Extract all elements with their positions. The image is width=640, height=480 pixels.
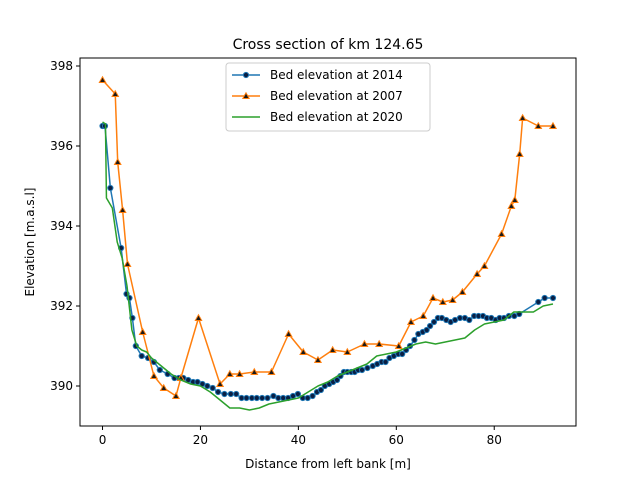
data-point <box>149 371 158 380</box>
legend-marker <box>242 71 250 79</box>
y-axis: 390 392 394 396 398 <box>50 59 80 393</box>
data-point <box>375 339 384 348</box>
legend-marker <box>241 91 251 100</box>
data-point <box>515 149 524 158</box>
x-axis-label: Distance from left bank [m] <box>245 457 411 471</box>
data-point <box>430 318 438 326</box>
data-point <box>399 350 406 358</box>
data-point <box>309 392 316 400</box>
legend: Bed elevation at 2014 Bed elevation at 20… <box>225 62 431 132</box>
chart-title: Cross section of km 124.65 <box>233 37 424 53</box>
y-tick-label: 390 <box>50 379 73 393</box>
data-point <box>221 390 228 398</box>
data-point <box>411 336 418 344</box>
data-point <box>358 366 366 374</box>
data-point <box>497 229 506 238</box>
data-point <box>428 293 438 302</box>
data-point <box>328 345 337 354</box>
data-point <box>423 326 430 334</box>
data-point <box>253 394 260 402</box>
data-point <box>214 388 222 396</box>
data-point <box>313 355 323 364</box>
x-tick-label: 60 <box>389 433 404 447</box>
data-point <box>549 294 557 302</box>
data-point <box>194 313 203 322</box>
data-point <box>466 316 473 324</box>
data-point <box>480 261 489 270</box>
x-axis: 0 20 40 60 80 <box>99 426 502 447</box>
data-point <box>382 358 389 366</box>
data-point <box>360 339 369 348</box>
data-point <box>159 383 168 392</box>
series-line <box>102 121 554 411</box>
data-point <box>419 311 428 320</box>
y-tick-label: 392 <box>50 299 73 313</box>
x-tick-label: 0 <box>99 433 107 447</box>
data-point <box>113 157 122 166</box>
data-point <box>510 195 519 204</box>
series-layer <box>98 75 558 411</box>
x-tick-label: 80 <box>487 433 502 447</box>
data-point <box>264 394 271 402</box>
data-point <box>171 391 181 400</box>
data-point <box>225 369 234 378</box>
data-point <box>535 298 542 306</box>
data-point <box>243 394 250 402</box>
data-point <box>294 390 301 398</box>
data-point <box>138 327 147 336</box>
data-point <box>438 297 447 306</box>
data-point <box>267 367 276 376</box>
data-point <box>534 121 543 130</box>
series-3 <box>102 121 554 411</box>
y-tick-label: 394 <box>50 219 73 233</box>
y-tick-label: 398 <box>50 59 73 73</box>
data-point <box>107 184 114 192</box>
data-point <box>333 376 341 384</box>
data-point <box>156 366 163 374</box>
y-tick-label: 396 <box>50 139 73 153</box>
data-point <box>204 382 211 390</box>
data-point <box>233 390 240 398</box>
legend-box <box>225 62 431 132</box>
data-point <box>111 89 120 98</box>
data-point <box>235 369 244 378</box>
series-1 <box>99 122 557 402</box>
data-point <box>473 269 482 278</box>
data-point <box>426 322 434 330</box>
series-2 <box>98 75 558 400</box>
data-point <box>548 121 558 130</box>
data-point <box>394 341 403 350</box>
data-point <box>227 390 234 398</box>
data-point <box>123 259 132 268</box>
data-point <box>284 329 293 338</box>
data-point <box>118 205 127 214</box>
data-point <box>299 347 308 356</box>
data-point <box>138 352 145 360</box>
x-tick-label: 20 <box>193 433 208 447</box>
data-point <box>448 295 457 304</box>
data-point <box>250 367 259 376</box>
legend-label: Bed elevation at 2014 <box>270 68 403 82</box>
data-point <box>209 384 216 392</box>
legend-label: Bed elevation at 2020 <box>270 110 403 124</box>
plot-frame <box>79 57 577 427</box>
data-point <box>215 379 225 388</box>
data-point <box>406 317 416 326</box>
data-point <box>343 347 352 356</box>
data-point <box>317 386 325 394</box>
data-point <box>259 394 266 402</box>
data-point <box>364 364 371 372</box>
x-tick-label: 40 <box>291 433 306 447</box>
data-point <box>458 287 467 296</box>
data-point <box>518 113 527 122</box>
legend-label: Bed elevation at 2007 <box>270 89 403 103</box>
y-axis-label: Elevation [m.a.s.l] <box>23 188 37 297</box>
data-point <box>541 294 548 302</box>
data-point <box>507 201 516 210</box>
data-point <box>98 75 107 84</box>
